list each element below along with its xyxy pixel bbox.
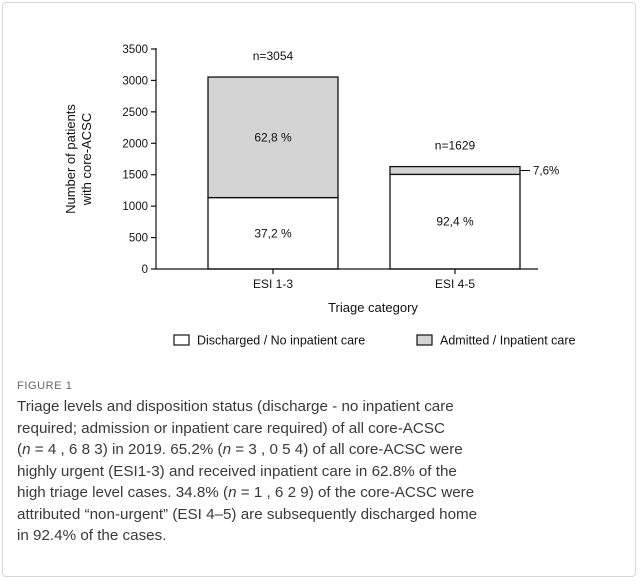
caption-line: high triage level cases. 34.8% (n = 1 , …: [17, 482, 625, 504]
legend-swatch-1: [416, 334, 433, 346]
caption-text-run: attributed “non-urgent” (ESI 4–5) are su…: [17, 505, 478, 523]
caption-line: required; admission or inpatient care re…: [17, 418, 625, 440]
figure-label: FIGURE 1: [17, 380, 73, 392]
y-tick-label-1500: 1500: [122, 170, 148, 182]
y-tick-label-500: 500: [129, 233, 148, 245]
bar-esi-4-5-admitted: [389, 165, 521, 176]
x-axis-label: Triage category: [328, 300, 418, 315]
caption-text-run: = 1 , 6 2 9) of the core-ACSC were: [236, 484, 475, 501]
caption-line: Triage levels and disposition status (di…: [17, 396, 625, 418]
caption-italic: n: [22, 441, 31, 458]
caption-line: highly urgent (ESI1-3) and received inpa…: [17, 461, 625, 483]
y-tick-label-2000: 2000: [122, 138, 148, 150]
caption-text-run: = 3 , 0 5 4) of all core-ACSC were: [231, 441, 463, 458]
segment-label-0-1: 62,8 %: [254, 130, 292, 144]
caption-italic: n: [222, 441, 232, 458]
legend: Discharged / No inpatient care Admitted /…: [173, 334, 576, 348]
legend-swatch-0: [173, 334, 190, 346]
stacked-bar-chart: 0 500 1000 1500 2000 2500 3000 3500 37,2 % 62,8 …: [63, 44, 576, 348]
y-axis: 0 500 1000 1500 2000 2500 3000 3500: [122, 44, 157, 276]
total-label-0: n=3054: [253, 49, 294, 63]
y-axis-label-line-2: with core-ACSC: [79, 113, 94, 206]
caption-line: attributed “non-urgent” (ESI 4–5) are su…: [17, 504, 625, 526]
caption-text-run: (: [17, 441, 23, 458]
caption-italic: n: [228, 484, 237, 501]
caption-text-run: highly urgent (ESI1-3) and received inpa…: [17, 462, 457, 480]
caption-text-run: = 4 , 6 8 3) in 2019. 65.2% (: [30, 441, 223, 458]
segment-label-0-0: 37,2 %: [254, 226, 292, 240]
legend-label-1: Admitted / Inpatient care: [440, 334, 576, 348]
x-axis: ESI 1-3 ESI 4-5: [156, 268, 538, 291]
caption-line: (n = 4 , 6 8 3) in 2019. 65.2% (n = 3 , …: [17, 439, 625, 461]
caption-text-run: in 92.4% of the cases.: [17, 527, 167, 544]
figure-caption: Triage levels and disposition status (di…: [17, 396, 625, 547]
x-tick-label-1: ESI 4-5: [435, 277, 475, 291]
caption-text-run: Triage levels and disposition status (di…: [17, 398, 454, 415]
segment-label-1-0: 92,4 %: [436, 215, 474, 229]
y-tick-label-0: 0: [142, 264, 148, 276]
caption-text-run: required; admission or inpatient care re…: [17, 419, 445, 437]
y-tick-label-3500: 3500: [122, 44, 148, 56]
bar-esi-1-3-admitted: [207, 76, 339, 199]
y-tick-label-3000: 3000: [122, 75, 148, 87]
total-label-1: n=1629: [435, 139, 476, 153]
caption-line: in 92.4% of the cases.: [17, 525, 625, 547]
y-tick-label-2500: 2500: [122, 107, 148, 119]
segment-label-1-1: 7,6%: [533, 166, 559, 178]
legend-label-0: Discharged / No inpatient care: [197, 334, 365, 348]
y-axis-label-line-1: Number of patients: [63, 104, 78, 214]
caption-text-run: high triage level cases. 34.8% (: [17, 484, 229, 501]
bars: 37,2 % 62,8 % n=3054 92,4 % 7,6% n=1629: [207, 49, 559, 270]
y-tick-label-1000: 1000: [122, 201, 148, 213]
x-tick-label-0: ESI 1-3: [253, 277, 293, 291]
